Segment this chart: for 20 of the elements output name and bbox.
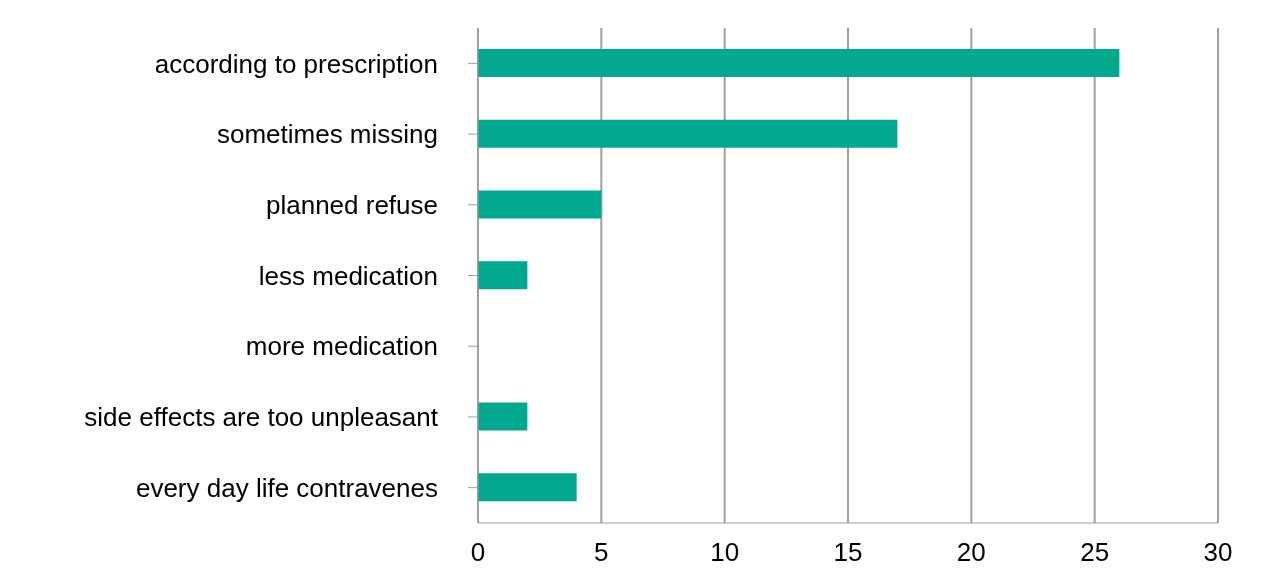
x-tick-label: 10	[710, 537, 740, 568]
x-tick-label: 25	[1080, 537, 1110, 568]
x-tick-label: 15	[833, 537, 863, 568]
x-tick-label: 5	[594, 537, 609, 568]
bar	[478, 49, 1120, 77]
x-tick-label: 30	[1203, 537, 1233, 568]
bar	[478, 473, 577, 502]
y-tick-label: planned refuse	[265, 190, 438, 221]
bar	[478, 119, 898, 148]
x-tick-label: 0	[470, 537, 486, 568]
y-tick-label: less medication	[258, 260, 438, 291]
y-tick-label: sometimes missing	[216, 119, 438, 150]
bar	[478, 402, 528, 431]
y-tick-label: every day life contravenes	[135, 472, 438, 503]
y-tick-label: more medication	[245, 331, 438, 362]
bar	[478, 190, 602, 219]
y-tick-label: side effects are too unpleasant	[84, 402, 439, 433]
x-tick-label: 20	[956, 537, 986, 568]
bar	[478, 261, 528, 290]
y-tick-label: according to prescription	[154, 48, 438, 79]
